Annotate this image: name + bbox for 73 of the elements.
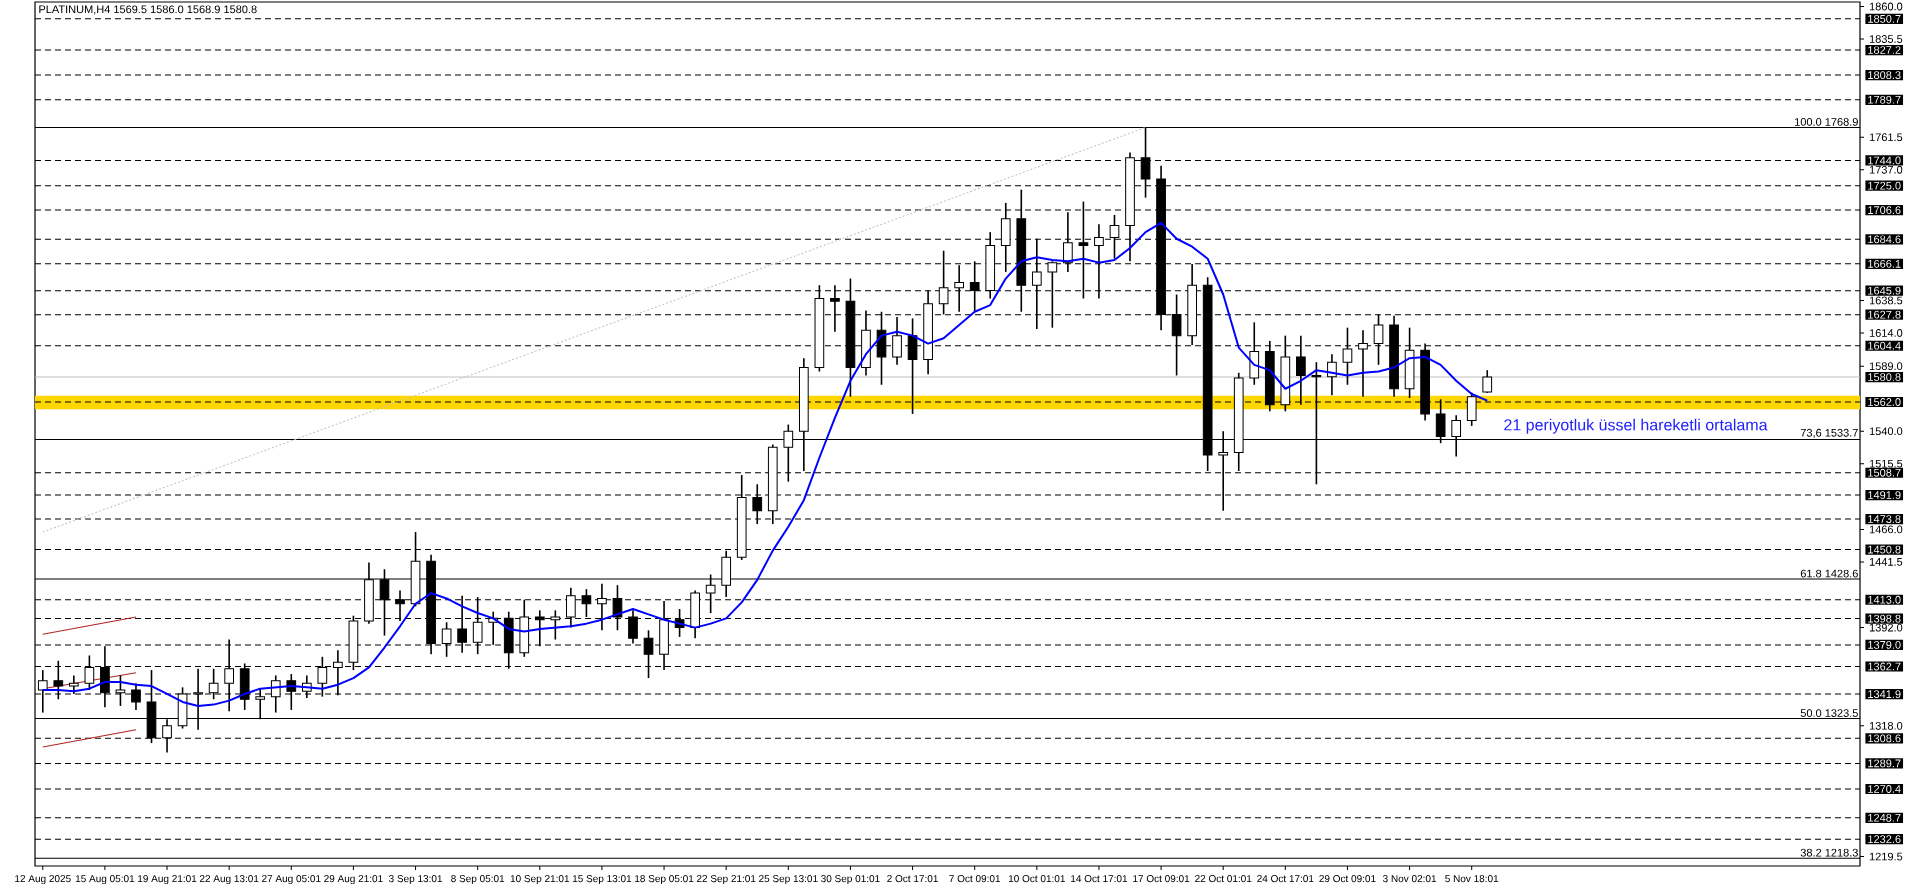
y-tick-label: 1540.0 bbox=[1869, 427, 1903, 436]
x-tick-label: 8 Sep 05:01 bbox=[451, 875, 505, 885]
y-tick-label: 1392.0 bbox=[1869, 623, 1903, 632]
ref-line-label: 1789.7 bbox=[1868, 95, 1901, 104]
x-tick-label: 30 Sep 01:01 bbox=[821, 875, 880, 885]
y-tick-label: 1515.5 bbox=[1869, 459, 1903, 468]
ref-line-label: 1725.0 bbox=[1868, 181, 1901, 190]
chart-title: PLATINUM,H4 1569.5 1586.0 1568.9 1580.8 bbox=[39, 5, 257, 15]
ref-line-label: 1850.7 bbox=[1868, 14, 1901, 23]
ref-line-label: 1604.4 bbox=[1868, 341, 1901, 350]
x-tick-label: 22 Aug 13:01 bbox=[199, 875, 259, 885]
x-tick-label: 25 Sep 13:01 bbox=[759, 875, 818, 885]
ref-line-label: 1341.9 bbox=[1868, 690, 1901, 698]
x-tick-label: 10 Sep 21:01 bbox=[510, 875, 570, 885]
x-tick-label: 19 Aug 21:01 bbox=[138, 875, 197, 885]
y-tick-label: 1466.0 bbox=[1869, 525, 1903, 534]
ref-line-label: 1413.0 bbox=[1868, 595, 1901, 604]
x-tick-label: 29 Oct 09:01 bbox=[1319, 875, 1376, 883]
x-tick-label: 15 Sep 13:01 bbox=[572, 875, 632, 885]
y-tick-label: 1614.0 bbox=[1869, 329, 1903, 337]
x-tick-label: 29 Aug 21:01 bbox=[324, 875, 383, 885]
ref-line-label: 1580.8 bbox=[1868, 373, 1901, 381]
x-tick-label: 10 Oct 01:01 bbox=[1008, 875, 1065, 883]
ref-line-label: 1362.7 bbox=[1868, 662, 1901, 671]
ref-line-label: 1379.0 bbox=[1868, 640, 1901, 649]
ref-line-label: 1706.6 bbox=[1868, 206, 1901, 214]
ref-line-label: 1289.7 bbox=[1868, 759, 1901, 768]
ref-line-label: 1808.3 bbox=[1868, 71, 1901, 79]
x-tick-label: 3 Nov 02:01 bbox=[1383, 875, 1437, 883]
x-tick-label: 3 Sep 13:01 bbox=[388, 875, 443, 885]
ref-line-label: 38.2 1218.3 bbox=[1800, 848, 1858, 857]
x-tick-label: 22 Oct 01:01 bbox=[1195, 875, 1252, 883]
ref-line-label: 1450.8 bbox=[1868, 545, 1901, 554]
y-tick-label: 1761.5 bbox=[1869, 133, 1903, 142]
ref-line-label: 61.8 1428.6 bbox=[1800, 569, 1858, 578]
ref-line-label: 1270.4 bbox=[1868, 785, 1901, 793]
y-tick-label: 1589.0 bbox=[1869, 362, 1903, 371]
x-tick-label: 12 Aug 2025 bbox=[15, 875, 71, 885]
y-tick-label: 1835.5 bbox=[1869, 35, 1903, 43]
x-tick-label: 15 Aug 05:01 bbox=[75, 875, 135, 885]
x-tick-label: 27 Aug 05:01 bbox=[262, 875, 321, 885]
ref-line-label: 50.0 1323.5 bbox=[1800, 709, 1858, 717]
y-tick-label: 1318.0 bbox=[1869, 721, 1903, 730]
ref-line-label: 1562.0 bbox=[1868, 398, 1901, 406]
ref-line-label: 1398.8 bbox=[1868, 614, 1901, 623]
ref-line-label: 1508.7 bbox=[1868, 468, 1901, 477]
y-tick-label: 1638.5 bbox=[1869, 296, 1903, 305]
text: 21 periyotluk üssel hareketli ortalama bbox=[1504, 418, 1768, 434]
x-tick-label: 22 Sep 21:01 bbox=[696, 875, 756, 885]
ref-line-label: 73,6 1533.7 bbox=[1800, 428, 1858, 438]
y-tick-label: 1860.0 bbox=[1869, 2, 1903, 11]
ref-line-label: 1684.6 bbox=[1868, 235, 1901, 244]
ref-line-label: 1491.9 bbox=[1868, 491, 1901, 499]
x-tick-label: 7 Oct 09:01 bbox=[949, 875, 1001, 883]
ref-line-label: 1248.7 bbox=[1868, 813, 1901, 822]
x-tick-label: 2 Oct 17:01 bbox=[887, 875, 938, 883]
ref-line-label: 100.0 1768.9 bbox=[1795, 118, 1858, 126]
ref-line-label: 1232.6 bbox=[1868, 835, 1901, 844]
y-tick-label: 1441.5 bbox=[1869, 558, 1903, 566]
x-tick-label: 14 Oct 17:01 bbox=[1071, 875, 1128, 883]
ref-line-label: 1308.6 bbox=[1868, 734, 1901, 743]
x-tick-label: 18 Sep 05:01 bbox=[635, 875, 694, 885]
y-tick-label: 1219.5 bbox=[1869, 852, 1903, 861]
ref-line-label: 1645.9 bbox=[1868, 286, 1901, 295]
ref-line-label: 1473.8 bbox=[1868, 515, 1901, 523]
x-tick-label: 17 Oct 09:01 bbox=[1133, 875, 1190, 883]
ref-line-label: 1744.0 bbox=[1868, 156, 1901, 165]
ref-line-label: 1627.8 bbox=[1868, 310, 1901, 319]
x-tick-label: 24 Oct 17:01 bbox=[1257, 875, 1314, 883]
x-tick-label: 5 Nov 18:01 bbox=[1445, 875, 1499, 883]
y-tick-label: 1737.0 bbox=[1869, 165, 1903, 174]
ref-line-label: 1666.1 bbox=[1868, 259, 1901, 268]
ref-line-label: 1827.2 bbox=[1868, 46, 1901, 54]
